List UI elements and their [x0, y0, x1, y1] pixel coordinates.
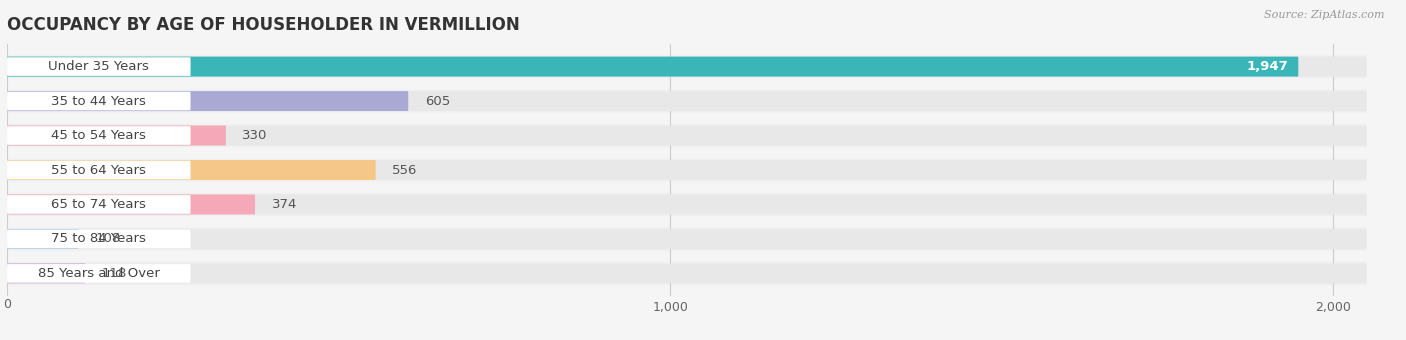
Text: 330: 330 [242, 129, 269, 142]
FancyBboxPatch shape [7, 56, 1367, 76]
FancyBboxPatch shape [7, 160, 1367, 180]
FancyBboxPatch shape [7, 262, 1367, 285]
Text: 45 to 54 Years: 45 to 54 Years [52, 129, 146, 142]
FancyBboxPatch shape [7, 193, 1367, 216]
Text: 55 to 64 Years: 55 to 64 Years [52, 164, 146, 176]
FancyBboxPatch shape [7, 158, 1367, 182]
Text: 1,947: 1,947 [1247, 60, 1288, 73]
Text: 0: 0 [3, 298, 11, 311]
Text: Under 35 Years: Under 35 Years [48, 60, 149, 73]
FancyBboxPatch shape [7, 264, 191, 283]
Text: OCCUPANCY BY AGE OF HOUSEHOLDER IN VERMILLION: OCCUPANCY BY AGE OF HOUSEHOLDER IN VERMI… [7, 16, 520, 34]
FancyBboxPatch shape [7, 161, 191, 179]
Text: 374: 374 [271, 198, 297, 211]
FancyBboxPatch shape [7, 124, 1367, 147]
Text: 75 to 84 Years: 75 to 84 Years [52, 233, 146, 245]
FancyBboxPatch shape [7, 55, 1367, 78]
FancyBboxPatch shape [7, 91, 1367, 111]
FancyBboxPatch shape [7, 229, 1367, 249]
FancyBboxPatch shape [7, 229, 79, 249]
Text: 35 to 44 Years: 35 to 44 Years [52, 95, 146, 107]
FancyBboxPatch shape [7, 160, 375, 180]
FancyBboxPatch shape [7, 89, 1367, 113]
FancyBboxPatch shape [7, 194, 1367, 215]
Text: Source: ZipAtlas.com: Source: ZipAtlas.com [1264, 10, 1385, 20]
FancyBboxPatch shape [7, 125, 226, 146]
FancyBboxPatch shape [7, 195, 191, 214]
FancyBboxPatch shape [7, 57, 191, 76]
FancyBboxPatch shape [7, 56, 1298, 76]
FancyBboxPatch shape [7, 227, 1367, 251]
FancyBboxPatch shape [7, 264, 86, 284]
Text: 605: 605 [425, 95, 450, 107]
FancyBboxPatch shape [7, 264, 1367, 284]
Text: 108: 108 [96, 233, 121, 245]
FancyBboxPatch shape [7, 125, 1367, 146]
FancyBboxPatch shape [7, 92, 191, 111]
Text: 118: 118 [101, 267, 128, 280]
Text: 65 to 74 Years: 65 to 74 Years [52, 198, 146, 211]
FancyBboxPatch shape [7, 91, 408, 111]
Text: 556: 556 [392, 164, 418, 176]
FancyBboxPatch shape [7, 230, 191, 248]
Text: 85 Years and Over: 85 Years and Over [38, 267, 160, 280]
FancyBboxPatch shape [7, 194, 254, 215]
FancyBboxPatch shape [7, 126, 191, 145]
